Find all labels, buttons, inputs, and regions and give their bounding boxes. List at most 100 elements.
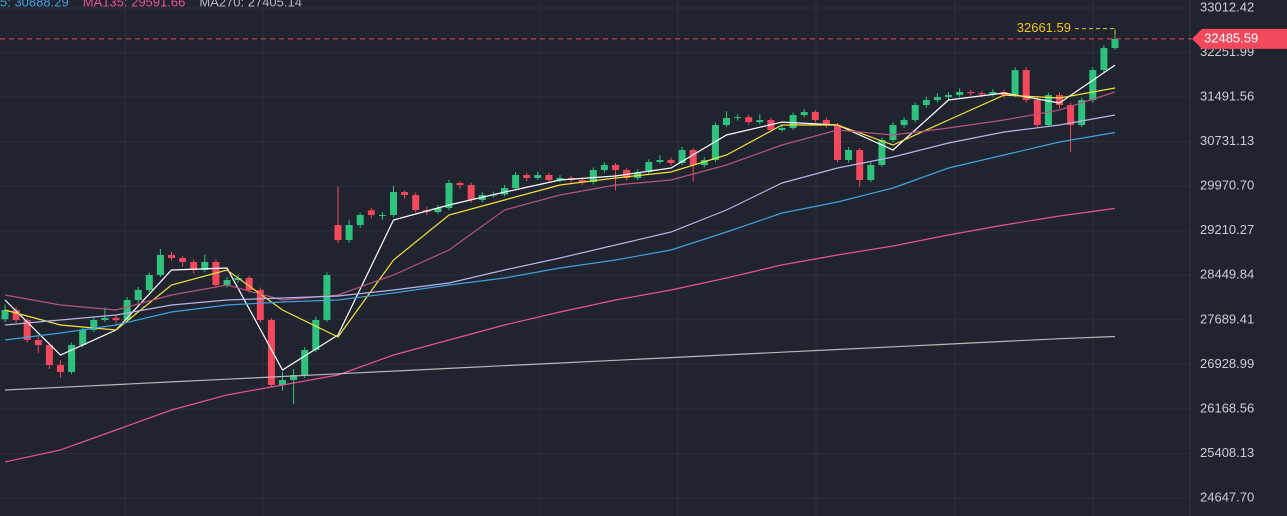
candle-body	[800, 112, 808, 116]
candle-body	[945, 95, 952, 98]
legend-entry: MA270: 27405.14	[199, 0, 302, 9]
candle-body	[390, 192, 397, 216]
last-price-tag	[1192, 28, 1287, 49]
candle-body	[134, 289, 142, 300]
candle-body	[822, 120, 830, 126]
candle-body	[734, 117, 742, 119]
candle-body	[201, 261, 209, 271]
candle-body	[279, 380, 286, 385]
candle-body	[367, 210, 375, 216]
candle-body	[23, 319, 31, 340]
candle-body	[57, 365, 64, 372]
candle-body	[445, 183, 453, 208]
candle-body	[556, 177, 564, 181]
candle-body	[234, 278, 242, 281]
candle-body	[678, 149, 686, 163]
candle-body	[723, 118, 730, 126]
candle-body	[1033, 100, 1041, 126]
candle-body	[378, 215, 386, 217]
candle-body	[90, 319, 98, 330]
candle-body	[789, 115, 797, 129]
ma-line	[4, 87, 1116, 338]
candle-body	[412, 195, 420, 211]
y-tick-label: 24647.70	[1200, 489, 1254, 504]
candle-body	[68, 344, 76, 372]
candle-body	[1056, 95, 1063, 106]
candle-body	[401, 192, 409, 196]
candle-body	[79, 329, 87, 345]
candle-body	[1078, 100, 1086, 126]
candle-body	[778, 128, 786, 131]
candle-body	[323, 274, 331, 320]
candle-body	[312, 319, 320, 350]
candle-body	[889, 125, 897, 141]
y-tick-label: 27689.41	[1200, 311, 1254, 326]
candle-body	[256, 289, 264, 320]
candle-body	[667, 160, 675, 163]
candle-body	[956, 92, 964, 96]
candle-body	[290, 375, 298, 381]
candle-body	[45, 344, 53, 366]
candle-body	[179, 258, 187, 262]
candle-body	[245, 278, 253, 290]
candle-body	[334, 225, 342, 241]
candle-body	[467, 185, 475, 201]
candle-body	[656, 160, 664, 163]
candle-body	[1089, 70, 1097, 101]
y-tick-label: 25408.13	[1200, 445, 1254, 460]
candle-body	[1067, 105, 1075, 126]
candle-body	[689, 149, 697, 165]
candle-body	[845, 149, 853, 161]
candle-body	[1100, 48, 1108, 71]
candle-body	[145, 274, 153, 290]
candle-body	[112, 317, 120, 320]
candle-body	[911, 105, 919, 121]
candle-body	[612, 164, 619, 171]
y-tick-label: 33012.42	[1200, 0, 1254, 14]
candle-body	[811, 112, 819, 121]
ma-line	[4, 64, 1116, 371]
ma-line	[4, 114, 1116, 326]
candle-body	[578, 180, 586, 183]
candle-body	[1111, 38, 1119, 49]
y-tick-label: 29970.70	[1200, 178, 1254, 193]
candle-body	[834, 125, 841, 161]
candle-body	[267, 319, 275, 385]
high-price-label: 32661.59	[1017, 20, 1071, 35]
candle-body	[1011, 70, 1019, 96]
ma-line	[4, 91, 1116, 311]
candle-body	[168, 254, 175, 258]
candle-body	[967, 92, 975, 94]
candle-body	[101, 317, 109, 320]
candle-body	[589, 170, 597, 183]
ma-line	[4, 131, 1116, 341]
candle-body	[856, 149, 864, 181]
candle-body	[512, 175, 520, 189]
y-tick-label: 31491.56	[1200, 89, 1254, 104]
y-tick-label: 29210.27	[1200, 222, 1254, 237]
legend-entry: 5: 30888.29	[0, 0, 69, 9]
candle-body	[900, 120, 908, 126]
candle-body	[345, 225, 353, 241]
candle-body	[1044, 95, 1052, 126]
candle-body	[978, 93, 986, 95]
candle-body	[922, 100, 930, 106]
candle-body	[123, 299, 131, 320]
candle-body	[1, 310, 9, 320]
ma-line	[4, 335, 1116, 391]
candle-body	[156, 254, 164, 275]
y-tick-label: 26168.56	[1200, 400, 1254, 415]
candle-body	[456, 183, 464, 186]
candle-body	[745, 117, 753, 123]
candle-body	[190, 261, 198, 271]
candle-body	[523, 175, 531, 178]
ma-line	[4, 207, 1116, 463]
last-price-label: 32485.59	[1204, 30, 1258, 45]
y-tick-label: 26928.99	[1200, 356, 1254, 371]
candle-body	[756, 120, 764, 123]
candle-body	[1022, 70, 1030, 101]
candle-body	[501, 188, 508, 195]
legend-entry: MA135: 29591.66	[83, 0, 186, 9]
